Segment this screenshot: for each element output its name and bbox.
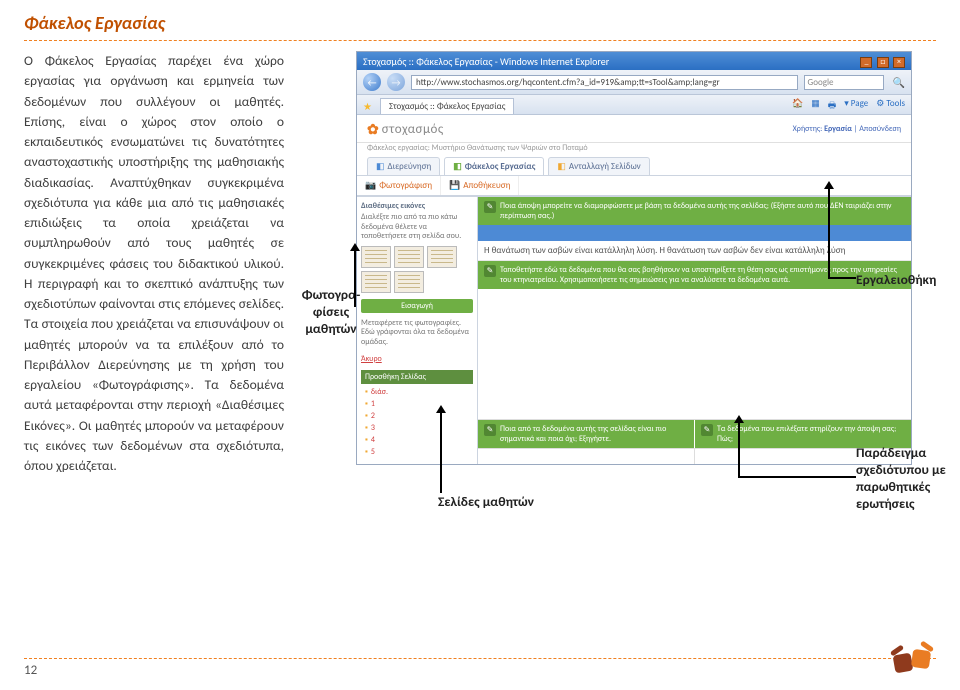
drop-area[interactable] — [478, 289, 911, 419]
body-paragraph: Ο Φάκελος Εργασίας παρέχει ένα χώρο εργα… — [24, 51, 284, 476]
pages-heading: Προσθήκη Σελίδας — [361, 370, 473, 384]
tab-explore[interactable]: ◧Διερεύνηση — [367, 157, 440, 175]
feed-icon[interactable]: ▦ — [811, 98, 820, 114]
arrow-head-icon — [350, 243, 360, 251]
browser-tabbar: ★ Στοχασμός :: Φάκελος Εργασίας 🏠 ▦ 🖶 ▾ … — [357, 95, 911, 115]
arrow-line — [828, 277, 856, 279]
arrow-line — [354, 247, 356, 307]
browser-toolbar: ← → http://www.stochasmos.org/hqcontent.… — [357, 70, 911, 95]
window-buttons[interactable]: _ □ × — [858, 54, 905, 68]
back-button[interactable]: ← — [363, 73, 381, 91]
app-header: ✿ στοχασμός Χρήστης: Εργασία | Αποσύνδεσ… — [357, 115, 911, 143]
import-button[interactable]: Εισαγωγή — [361, 299, 473, 313]
search-icon[interactable]: 🔍 — [893, 76, 905, 89]
blank-strip — [478, 225, 911, 241]
page-list-item[interactable]: ▪4 — [361, 434, 473, 446]
forward-button[interactable]: → — [387, 73, 405, 91]
page-list-item[interactable]: ▪1 — [361, 398, 473, 410]
callout-photos: Φωτογρα-φίσεις μαθητών — [296, 287, 366, 338]
tab-folder[interactable]: ◧Φάκελος Εργασίας — [444, 157, 544, 175]
pencil-icon: ✎ — [701, 424, 713, 436]
browser-tab[interactable]: Στοχασμός :: Φάκελος Εργασίας — [380, 98, 515, 114]
arrow-line — [738, 421, 740, 477]
thumbnail[interactable] — [361, 246, 391, 268]
arrow-line — [738, 476, 856, 478]
address-bar[interactable]: http://www.stochasmos.org/hqcontent.cfm?… — [411, 75, 798, 90]
sidebar: Διαθέσιμες εικόνες Διαλέξτε πιο από τα π… — [357, 197, 477, 464]
window-title-text: Στοχασμός :: Φάκελος Εργασίας - Windows … — [363, 55, 609, 68]
thumbnail[interactable] — [427, 246, 457, 268]
page-footer: 12 — [24, 658, 936, 678]
arrow-head-icon — [436, 405, 446, 413]
callout-template: Παράδειγμα σχεδιότυπου με παρωθητικές ερ… — [856, 445, 956, 513]
arrow-line — [440, 411, 442, 493]
app-logo-icon: ✿ — [367, 121, 379, 138]
tab-exchange[interactable]: ◧Ανταλλαγή Σελίδων — [548, 157, 649, 175]
pencil-icon: ✎ — [484, 424, 496, 436]
page-list-item[interactable]: ▪3 — [361, 422, 473, 434]
page-menu[interactable]: ▾ Page — [844, 98, 868, 114]
disk-icon: 💾 — [449, 180, 460, 191]
page-number: 12 — [24, 663, 936, 678]
minimize-icon[interactable]: _ — [860, 57, 872, 68]
prompt-bar-1: ✎ Ποια άποψη μπορείτε να διαμορφώσετε με… — [478, 197, 911, 225]
thumbnail-grid — [361, 246, 473, 293]
page-list-item[interactable]: ▪5 — [361, 446, 473, 458]
app-logo-text: στοχασμός — [382, 122, 444, 137]
app-main-tabs: ◧Διερεύνηση ◧Φάκελος Εργασίας ◧Ανταλλαγή… — [357, 157, 911, 175]
arrow-head-icon — [734, 415, 744, 423]
template-pane: ✎ Ποια άποψη μπορείτε να διαμορφώσετε με… — [477, 197, 911, 464]
sidebar-heading: Διαθέσιμες εικόνες — [361, 201, 473, 211]
hypothesis-row: Η θανάτωση των ασβών είναι κατάλληλη λύσ… — [478, 241, 911, 261]
callout-toolbox: Εργαλειοθήκη — [856, 271, 936, 288]
camera-icon: 📷 — [365, 180, 376, 191]
worksheet-subtitle: Φάκελος εργασίας: Μυστήριο Θανάτωσης των… — [357, 143, 911, 157]
home-icon[interactable]: 🏠 — [792, 98, 803, 114]
user-info: Χρήστης: Εργασία | Αποσύνδεση — [793, 125, 901, 135]
print-icon[interactable]: 🖶 — [828, 98, 837, 114]
page-list-item[interactable]: ▪2 — [361, 410, 473, 422]
maximize-icon[interactable]: □ — [877, 57, 889, 68]
page-title: Φάκελος Εργασίας — [24, 12, 936, 40]
search-box[interactable]: Google — [804, 75, 884, 90]
footer-input-1[interactable] — [478, 448, 694, 464]
sidebar-instructions: Διαλέξτε πιο από τα πιο κάτω δεδομένα θέ… — [361, 213, 473, 242]
thumbnail[interactable] — [394, 271, 424, 293]
tool-photo[interactable]: 📷Φωτογράφιση — [357, 176, 441, 195]
close-icon[interactable]: × — [893, 57, 905, 68]
footer-prompt-1: ✎Ποια από τα δεδομένα αυτής της σελίδας … — [478, 420, 695, 448]
callout-pages: Σελίδες μαθητών — [438, 493, 534, 510]
tools-menu[interactable]: ⚙ Tools — [876, 98, 905, 114]
footer-logo-icon — [890, 640, 936, 680]
thumbnail[interactable] — [394, 246, 424, 268]
pencil-icon: ✎ — [484, 265, 496, 277]
pencil-icon: ✎ — [484, 201, 496, 213]
tool-save[interactable]: 💾Αποθήκευση — [441, 176, 519, 195]
page-list-item[interactable]: ▪διάσ. — [361, 386, 473, 398]
favorites-icon[interactable]: ★ — [363, 100, 372, 113]
prompt-bar-2: ✎ Τοποθετήστε εδώ τα δεδομένα που θα σας… — [478, 261, 911, 289]
sidebar-note: Μεταφέρετε τις φωτογραφίες. Εδώ γράφοντα… — [361, 319, 473, 348]
arrow-line — [828, 186, 830, 278]
title-divider — [24, 40, 936, 41]
window-titlebar: Στοχασμός :: Φάκελος Εργασίας - Windows … — [357, 52, 911, 70]
cancel-link[interactable]: Άκυρο — [361, 354, 473, 364]
arrow-head-icon — [824, 181, 834, 189]
